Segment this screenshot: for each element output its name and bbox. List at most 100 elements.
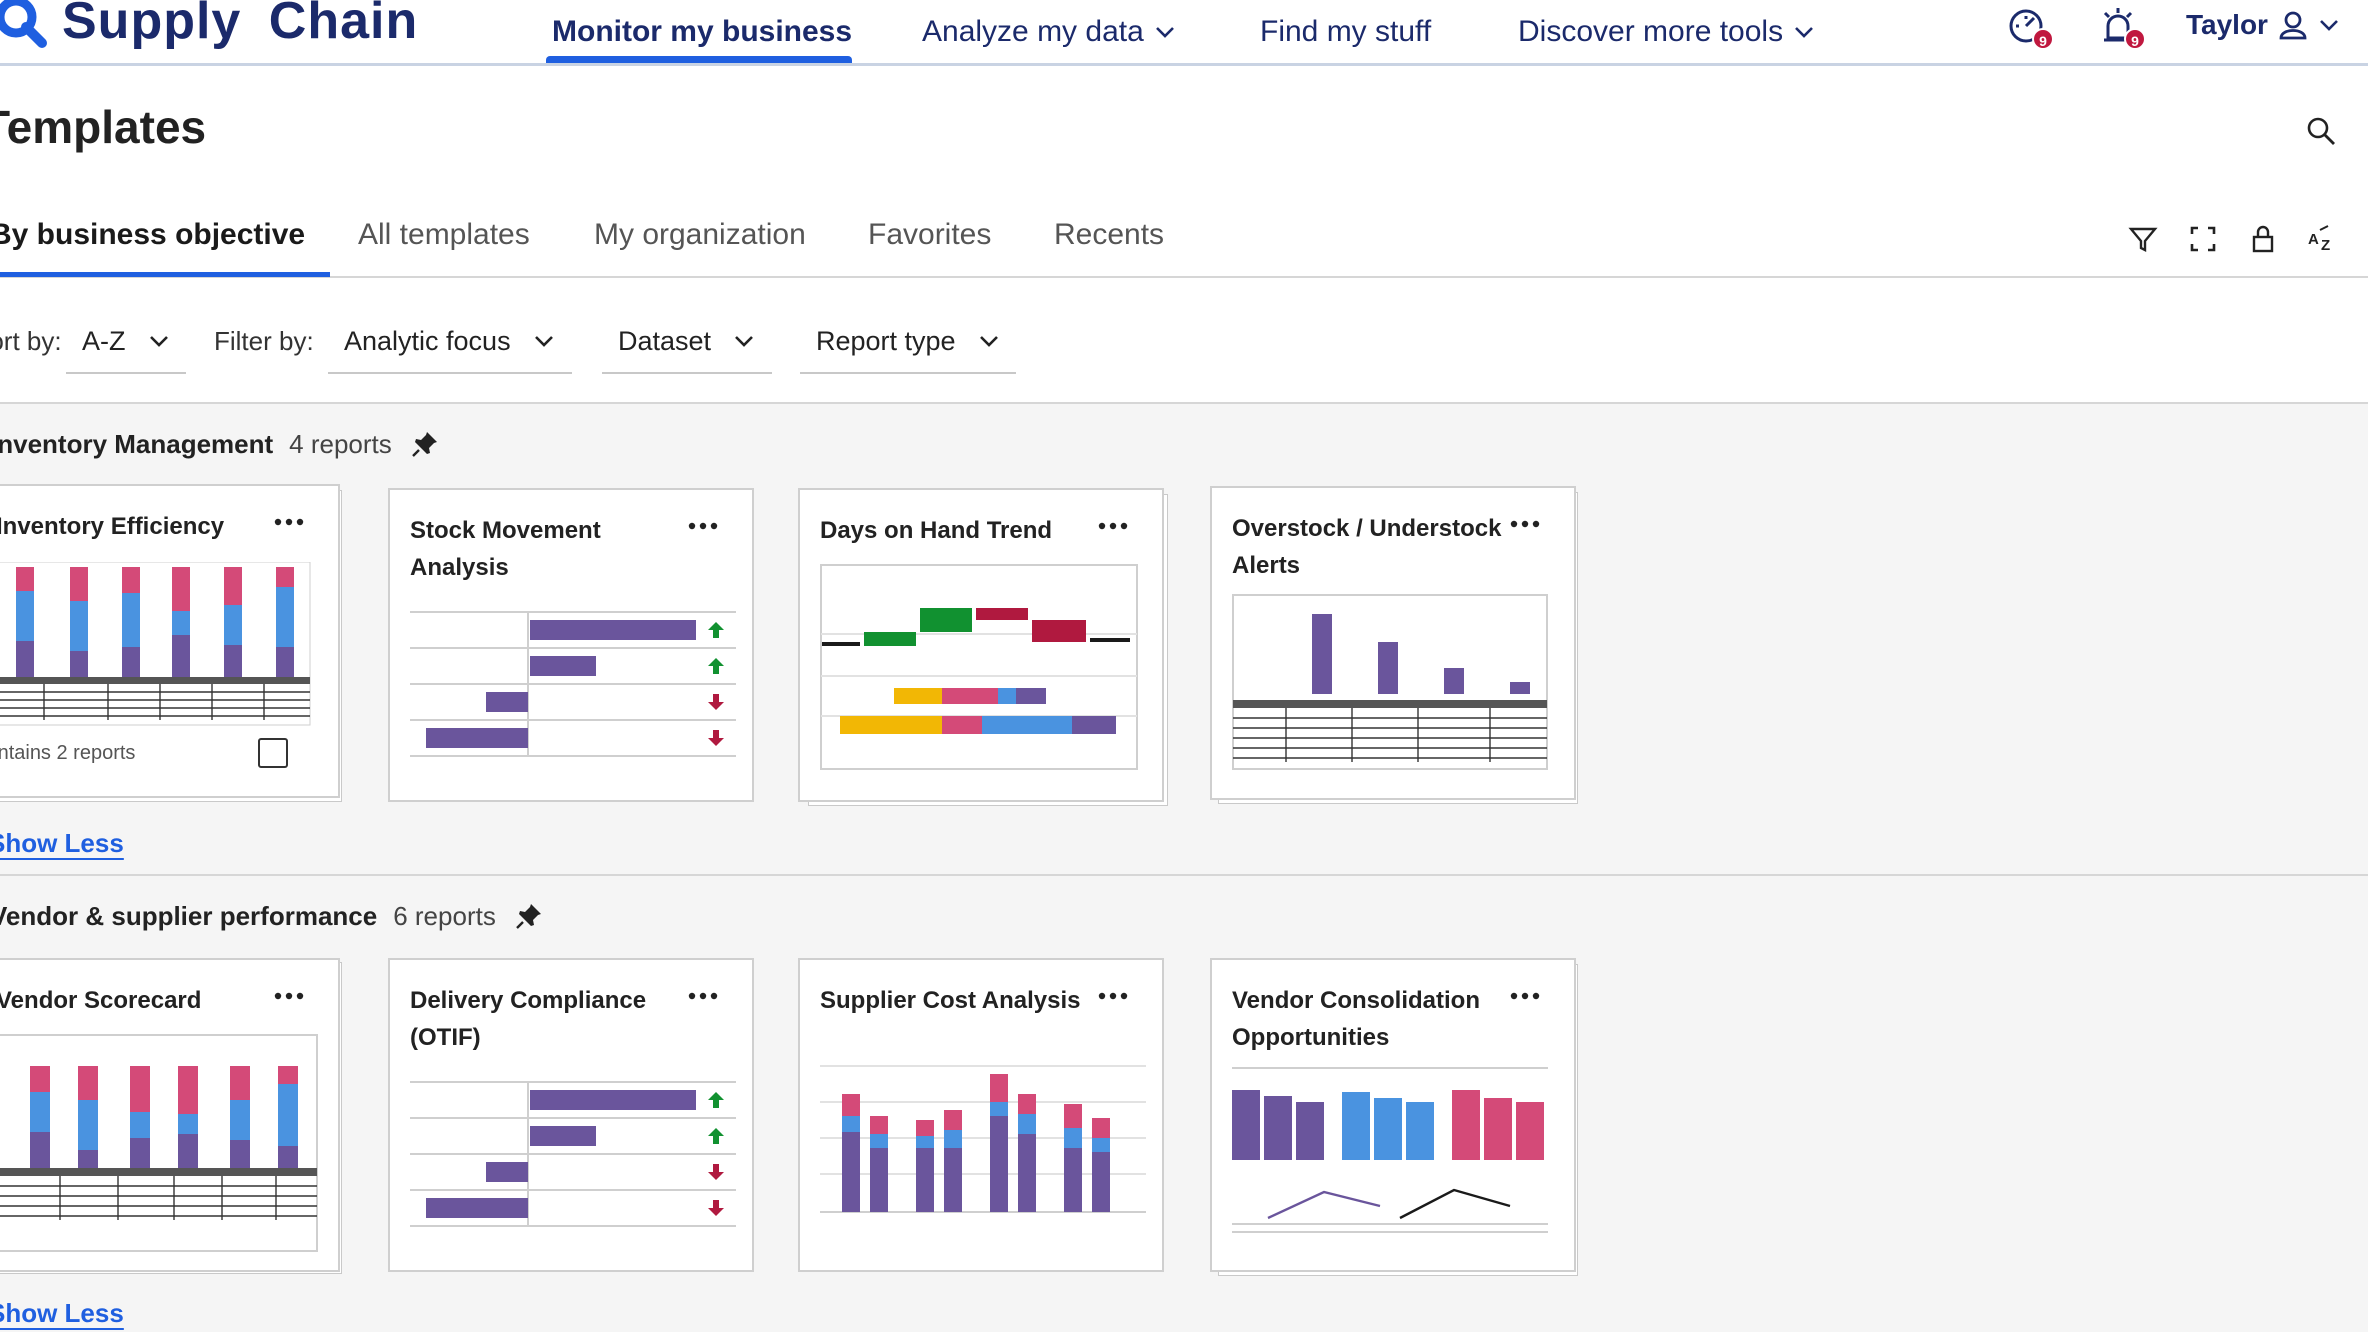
card-title: Overstock / Understock Alerts [1232, 515, 1502, 579]
chevron-down-icon [1795, 26, 1813, 38]
report-card[interactable]: Delivery Compliance (OTIF) [388, 958, 754, 1272]
more-options-icon[interactable] [686, 986, 720, 1006]
tab-recents[interactable]: Recents [1054, 218, 1165, 251]
more-options-icon[interactable] [272, 986, 306, 1006]
report-card[interactable]: Overstock / Understock Alerts [1210, 486, 1576, 800]
svg-text:A: A [2308, 231, 2319, 248]
nav-label: Find my stuff [1260, 14, 1432, 48]
chevron-down-icon [979, 336, 998, 347]
report-card[interactable]: Days on Hand Trend [798, 488, 1164, 802]
more-options-icon[interactable] [272, 512, 306, 532]
section-vendor-supplier-performance: Vendor & supplier performance 6 reports … [0, 874, 2368, 1332]
nav-monitor-my-business[interactable]: Monitor my business [552, 0, 852, 63]
report-card[interactable]: Supplier Cost Analysis [798, 958, 1164, 1272]
card-title: Delivery Compliance (OTIF) [410, 987, 647, 1051]
report-type-dropdown[interactable]: Report type [800, 310, 1016, 374]
grouped-bars-sparklines-thumbnail [1232, 1067, 1548, 1233]
section-report-count: 4 reports [289, 428, 392, 459]
tab-all-templates[interactable]: All templates [358, 218, 530, 251]
more-options-icon[interactable] [686, 516, 720, 536]
user-name: Taylor [2186, 9, 2268, 40]
waterfall-gantt-thumbnail [820, 564, 1138, 770]
report-card[interactable]: Vendor Scorecard [0, 958, 340, 1272]
lock-icon[interactable] [2246, 222, 2280, 256]
more-options-icon[interactable] [1508, 986, 1542, 1006]
expand-icon[interactable] [2186, 222, 2220, 256]
alarm-bell-icon [2103, 8, 2133, 42]
chevron-down-icon [2320, 20, 2338, 31]
nav-find-my-stuff[interactable]: Find my stuff [1260, 0, 1431, 63]
sort-az-icon[interactable]: A Z [2306, 222, 2340, 256]
user-icon [2279, 11, 2307, 40]
card-title: Stock Movement Analysis [410, 517, 601, 581]
select-checkbox[interactable] [258, 738, 288, 768]
dropdown-label: Dataset [618, 325, 712, 356]
top-navigation-bar: Supply Chain Monitor my business Analyze… [0, 0, 2368, 66]
tab-favorites[interactable]: Favorites [868, 218, 992, 251]
pin-icon[interactable] [514, 901, 544, 931]
card-title: Days on Hand Trend [820, 517, 1053, 544]
app-name: Supply Chain [62, 0, 419, 50]
page-title: Templates [0, 101, 207, 153]
chevron-down-icon [1155, 26, 1174, 38]
report-card[interactable]: Vendor Consolidation Opportunities [1210, 958, 1576, 1272]
trend-arrows [708, 622, 724, 674]
search-icon[interactable] [2304, 114, 2338, 148]
nav-discover-more-tools[interactable]: Discover more tools [1518, 0, 1815, 63]
show-less-link[interactable]: Show Less [0, 1298, 124, 1328]
tab-active-indicator [0, 272, 330, 277]
section-title: Inventory Management [0, 428, 274, 459]
pin-icon[interactable] [410, 429, 440, 459]
section-inventory-management: Inventory Management 4 reports Inventory… [0, 402, 2368, 874]
show-less-link[interactable]: Show Less [0, 828, 124, 858]
user-menu[interactable]: Taylor [2186, 0, 2340, 50]
chevron-down-icon [149, 336, 168, 347]
template-tabs: By business objective All templates My o… [0, 200, 2368, 278]
chevron-down-icon [534, 336, 553, 347]
section-title: Vendor & supplier performance [0, 900, 378, 931]
more-options-icon[interactable] [1096, 516, 1130, 536]
nav-label: Discover more tools [1518, 14, 1784, 48]
card-title: Supplier Cost Analysis [820, 987, 1081, 1014]
metrics-button[interactable]: 9 [2004, 4, 2054, 52]
chevron-down-icon [735, 336, 753, 347]
nav-label: Analyze my data [922, 14, 1144, 48]
magnifier-logo-icon [0, 0, 47, 48]
section-header: Inventory Management 4 reports [0, 424, 440, 464]
diverging-bars-thumbnail [410, 611, 736, 757]
stacked-bars-table-thumbnail [0, 1034, 318, 1252]
svg-text:Z: Z [2321, 237, 2330, 254]
metrics-count-badge: 9 [2032, 28, 2054, 50]
diverging-bars-thumbnail [410, 1081, 736, 1227]
section-report-count: 6 reports [393, 900, 496, 931]
nav-label: Monitor my business [552, 14, 853, 48]
filter-icon[interactable] [2126, 222, 2160, 256]
alerts-count-badge: 9 [2124, 28, 2146, 50]
sort-label: Sort by: [0, 326, 62, 356]
tab-by-business-objective[interactable]: By business objective [0, 218, 306, 251]
filter-bar: Sort by: A-Z Filter by: Analytic focus D… [0, 310, 2368, 374]
dropdown-label: Analytic focus [344, 325, 511, 356]
report-card[interactable]: Inventory Efficiency Contains 2 reports [0, 484, 340, 798]
report-card[interactable]: Stock Movement Analysis [388, 488, 754, 802]
section-header: Vendor & supplier performance 6 reports [0, 896, 544, 936]
more-options-icon[interactable] [1508, 514, 1542, 534]
single-bars-table-thumbnail [1232, 594, 1548, 770]
sort-value: A-Z [82, 325, 126, 356]
dropdown-label: Report type [816, 325, 956, 356]
contains-reports-label: Contains 2 reports [0, 742, 136, 764]
card-title: Inventory Efficiency [0, 513, 225, 540]
brand[interactable]: Supply Chain [0, 0, 418, 56]
speedometer-icon [2009, 9, 2043, 43]
analytic-focus-dropdown[interactable]: Analytic focus [328, 310, 572, 374]
card-title: Vendor Consolidation Opportunities [1232, 987, 1481, 1051]
more-options-icon[interactable] [1096, 986, 1130, 1006]
dataset-dropdown[interactable]: Dataset [602, 310, 772, 374]
card-title: Vendor Scorecard [0, 987, 202, 1014]
nav-analyze-my-data[interactable]: Analyze my data [922, 0, 1176, 63]
sort-dropdown[interactable]: A-Z [66, 310, 186, 374]
alerts-button[interactable]: 9 [2096, 4, 2146, 52]
grouped-stacked-bars-thumbnail [820, 1065, 1146, 1213]
stacked-bars-table-thumbnail [0, 562, 311, 726]
tab-my-organization[interactable]: My organization [594, 218, 806, 251]
